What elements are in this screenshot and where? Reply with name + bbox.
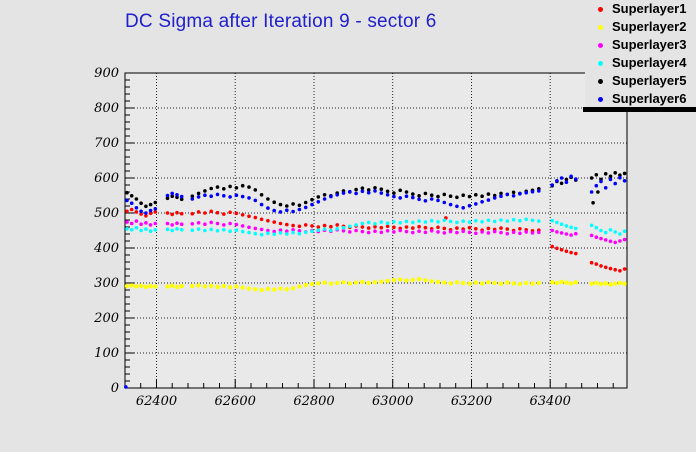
legend-item: Superlayer6 xyxy=(585,90,696,108)
legend-item: Superlayer5 xyxy=(585,72,696,90)
y-tick-label: 600 xyxy=(94,171,119,186)
x-tick-label: 63200 xyxy=(451,394,492,409)
x-tick-label: 62800 xyxy=(293,394,334,409)
series-superlayer2 xyxy=(124,276,627,293)
legend-item: Superlayer1 xyxy=(585,0,696,18)
superlayer1-marker-icon xyxy=(598,6,603,12)
x-tick-label: 63000 xyxy=(372,394,413,409)
legend-label: Superlayer3 xyxy=(612,37,687,52)
y-tick-label: 800 xyxy=(94,101,119,116)
legend-item: Superlayer3 xyxy=(585,36,696,54)
y-tick-label: 900 xyxy=(94,66,119,81)
legend-label: Superlayer2 xyxy=(612,19,687,34)
legend-label: Superlayer1 xyxy=(612,1,687,16)
y-tick-label: 300 xyxy=(94,276,119,291)
superlayer6-marker-icon xyxy=(598,96,603,102)
y-tick-label: 0 xyxy=(111,381,119,396)
superlayer3-marker-icon xyxy=(598,42,603,48)
legend-item: Superlayer2 xyxy=(585,18,696,36)
superlayer4-marker-icon xyxy=(598,60,603,66)
legend: Superlayer1 Superlayer2 Superlayer3 Supe… xyxy=(585,0,696,107)
legend-item: Superlayer4 xyxy=(585,54,696,72)
series-superlayer5 xyxy=(125,171,627,209)
y-tick-label: 400 xyxy=(93,241,119,256)
y-tick-label: 500 xyxy=(94,206,119,221)
x-tick-label: 62600 xyxy=(215,394,256,409)
y-tick-label: 700 xyxy=(94,136,119,151)
series-superlayer4 xyxy=(125,217,627,237)
legend-label: Superlayer5 xyxy=(612,73,687,88)
series-superlayer6 xyxy=(124,174,627,389)
y-tick-label: 100 xyxy=(94,346,119,361)
legend-shadow-bar xyxy=(583,107,696,112)
series-superlayer1 xyxy=(125,207,627,273)
x-tick-label: 63400 xyxy=(530,394,571,409)
legend-label: Superlayer4 xyxy=(612,55,687,70)
y-tick-label: 200 xyxy=(93,311,119,326)
superlayer5-marker-icon xyxy=(598,78,603,84)
superlayer2-marker-icon xyxy=(598,24,603,30)
chart-title: DC Sigma after Iteration 9 - sector 6 xyxy=(125,11,437,32)
x-tick-label: 62400 xyxy=(136,394,177,409)
legend-label: Superlayer6 xyxy=(612,91,687,106)
